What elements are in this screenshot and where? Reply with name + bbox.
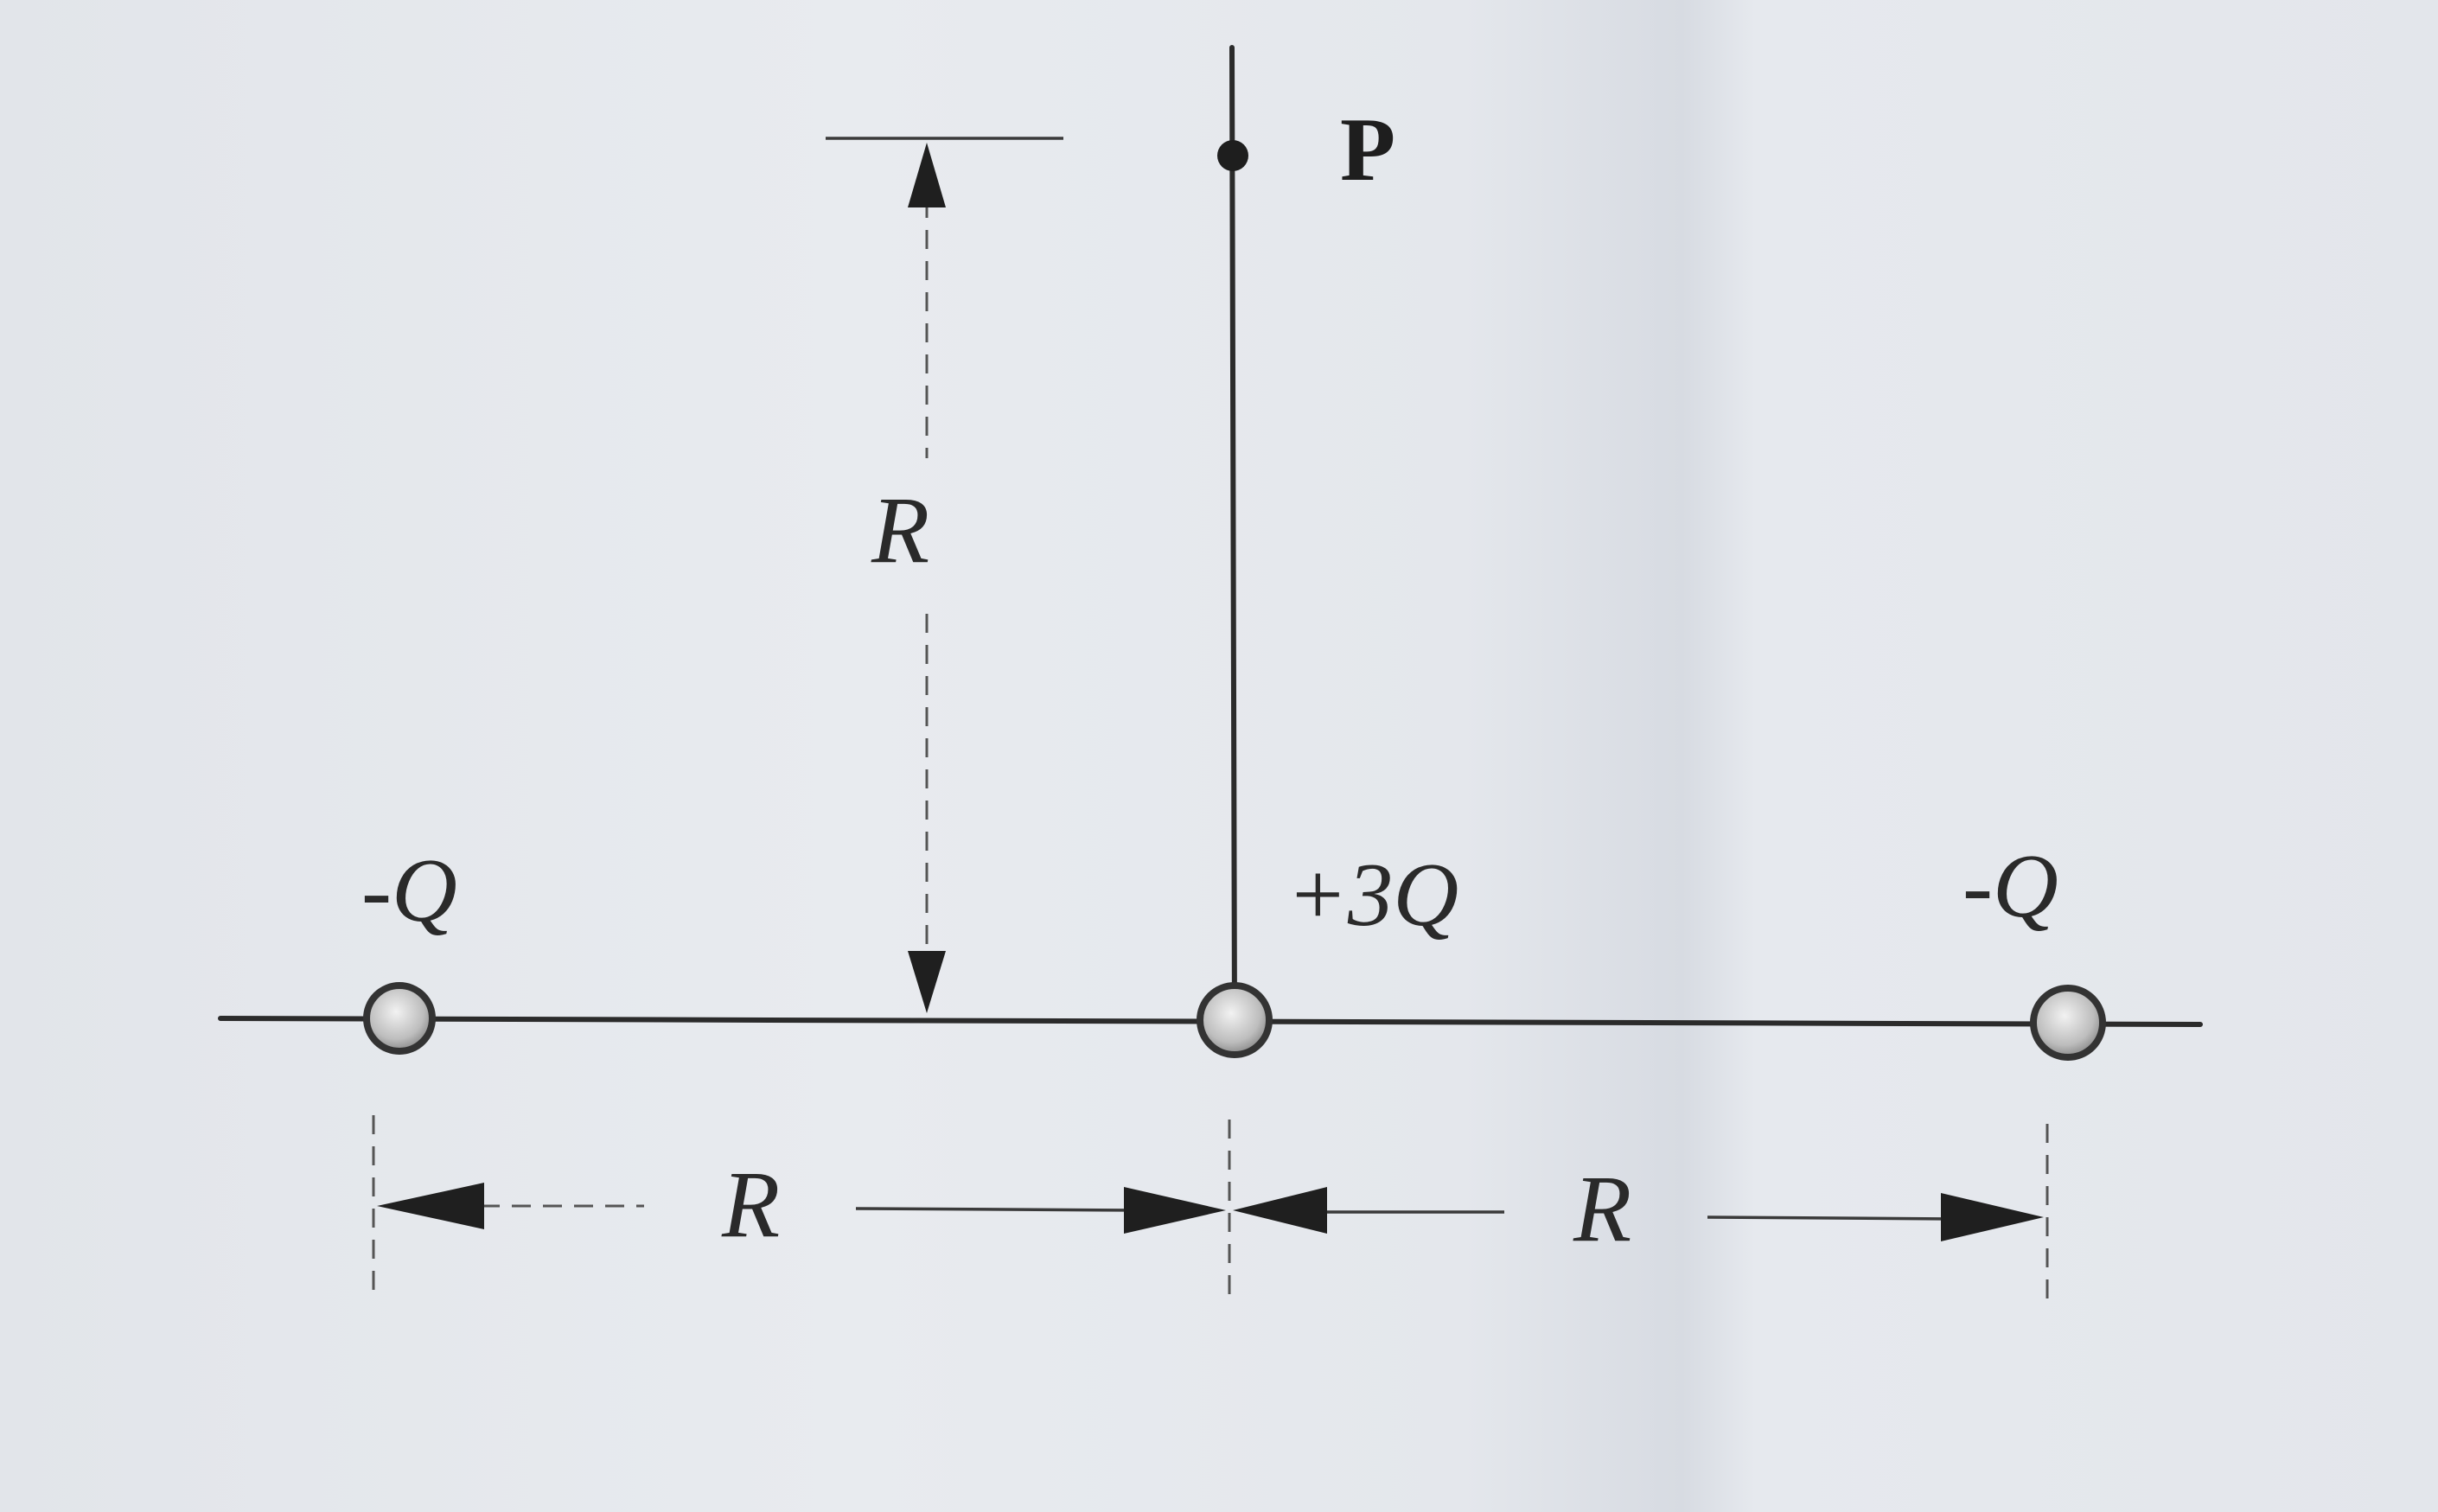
vertical-dimension-arrow-down	[908, 951, 946, 1013]
point-p-label: P	[1340, 99, 1395, 200]
left-dimension-arrow-right	[1124, 1187, 1226, 1234]
left-dimension-arrow-left	[377, 1183, 484, 1229]
vertical-distance-label: R	[871, 477, 929, 583]
left-dimension-line-right	[855, 1207, 1142, 1212]
vertical-dimension-arrow-up	[908, 143, 946, 207]
right-charge-label: -Q	[1963, 835, 2058, 936]
point-p-dot	[1217, 140, 1248, 171]
center-charge	[1197, 982, 1273, 1058]
right-charge	[2030, 985, 2106, 1061]
left-charge	[363, 982, 436, 1055]
left-distance-label: R	[721, 1152, 780, 1257]
right-dimension-arrow-left	[1233, 1187, 1327, 1234]
right-dimension-arrow-right	[1941, 1193, 2044, 1241]
left-charge-label: -Q	[361, 839, 457, 941]
right-dimension-line-right	[1707, 1215, 1955, 1221]
right-distance-label: R	[1573, 1156, 1631, 1261]
vertical-line	[1229, 45, 1237, 1023]
center-charge-label: +3Q	[1286, 844, 1458, 945]
